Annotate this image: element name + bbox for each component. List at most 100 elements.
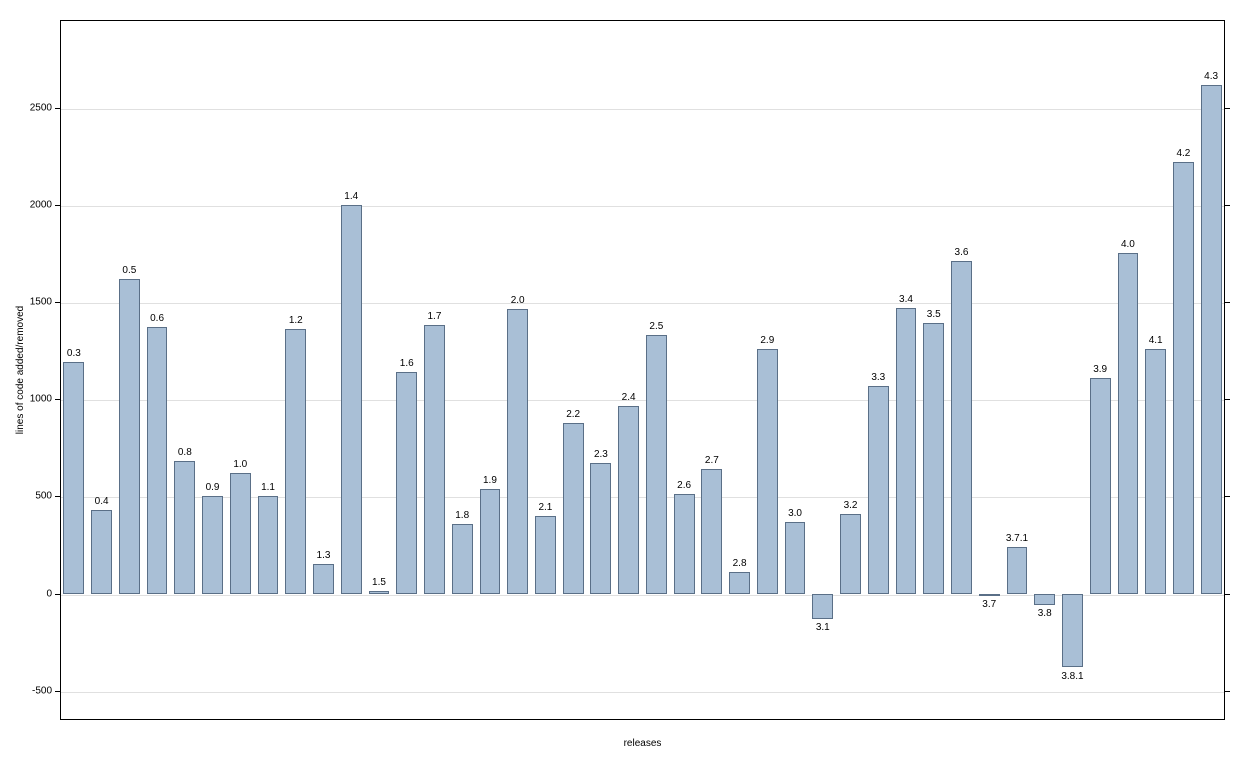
bar bbox=[119, 279, 140, 594]
bar bbox=[1201, 85, 1222, 593]
gridline bbox=[61, 400, 1224, 401]
bar bbox=[285, 329, 306, 593]
bar-value-label: 4.0 bbox=[1121, 239, 1135, 250]
gridline bbox=[61, 206, 1224, 207]
bar bbox=[840, 514, 861, 594]
bar-value-label: 3.1 bbox=[816, 622, 830, 633]
bar bbox=[147, 327, 168, 593]
bar bbox=[1090, 378, 1111, 594]
bar-value-label: 1.6 bbox=[400, 358, 414, 369]
y-tick bbox=[55, 205, 60, 206]
bar bbox=[923, 323, 944, 593]
bar-value-label: 2.8 bbox=[733, 558, 747, 569]
bar-value-label: 1.9 bbox=[483, 475, 497, 486]
bar bbox=[230, 473, 251, 594]
bar-value-label: 1.4 bbox=[344, 191, 358, 202]
bar bbox=[1062, 594, 1083, 668]
y-tick-right bbox=[1225, 496, 1230, 497]
bar-value-label: 0.4 bbox=[95, 496, 109, 507]
y-tick-label: 0 bbox=[20, 588, 52, 599]
bar-value-label: 0.9 bbox=[206, 482, 220, 493]
bar bbox=[396, 372, 417, 594]
bar bbox=[507, 309, 528, 594]
y-tick-right bbox=[1225, 302, 1230, 303]
y-tick bbox=[55, 399, 60, 400]
bar-value-label: 2.4 bbox=[622, 392, 636, 403]
bar-value-label: 3.9 bbox=[1093, 364, 1107, 375]
bar bbox=[313, 564, 334, 593]
bar bbox=[896, 308, 917, 594]
y-tick bbox=[55, 691, 60, 692]
bar bbox=[618, 406, 639, 594]
bar-value-label: 3.8.1 bbox=[1061, 671, 1083, 682]
bar-value-label: 1.7 bbox=[428, 311, 442, 322]
bar-value-label: 1.0 bbox=[233, 459, 247, 470]
y-tick-label: 1000 bbox=[20, 394, 52, 405]
y-tick bbox=[55, 496, 60, 497]
bar bbox=[812, 594, 833, 619]
bar-value-label: 2.5 bbox=[649, 321, 663, 332]
bar-value-label: 2.9 bbox=[760, 335, 774, 346]
bar-value-label: 0.6 bbox=[150, 313, 164, 324]
bar bbox=[785, 522, 806, 594]
bar-value-label: 1.3 bbox=[317, 550, 331, 561]
bar-value-label: 3.0 bbox=[788, 508, 802, 519]
bar bbox=[341, 205, 362, 594]
y-tick-right bbox=[1225, 108, 1230, 109]
y-tick-label: 500 bbox=[20, 491, 52, 502]
gridline bbox=[61, 692, 1224, 693]
bar-value-label: 2.1 bbox=[538, 502, 552, 513]
bar bbox=[1034, 594, 1055, 606]
bar-value-label: 3.7 bbox=[982, 599, 996, 610]
bar-value-label: 2.2 bbox=[566, 409, 580, 420]
bar-value-label: 3.5 bbox=[927, 309, 941, 320]
y-tick-right bbox=[1225, 594, 1230, 595]
y-tick bbox=[55, 108, 60, 109]
bar bbox=[951, 261, 972, 594]
bar bbox=[91, 510, 112, 594]
bar bbox=[979, 594, 1000, 596]
bar bbox=[369, 591, 390, 594]
bar-value-label: 0.3 bbox=[67, 348, 81, 359]
y-tick-label: 2500 bbox=[20, 102, 52, 113]
bar bbox=[174, 461, 195, 593]
bar-value-label: 1.2 bbox=[289, 315, 303, 326]
bar bbox=[1118, 253, 1139, 593]
bar-value-label: 3.6 bbox=[955, 247, 969, 258]
bar bbox=[452, 524, 473, 594]
bar-value-label: 4.1 bbox=[1149, 335, 1163, 346]
y-tick-right bbox=[1225, 205, 1230, 206]
bar bbox=[202, 496, 223, 593]
bar-value-label: 2.0 bbox=[511, 295, 525, 306]
bar-value-label: 3.7.1 bbox=[1006, 533, 1028, 544]
bar-value-label: 4.3 bbox=[1204, 71, 1218, 82]
bar-value-label: 4.2 bbox=[1176, 148, 1190, 159]
bar bbox=[535, 516, 556, 594]
gridline bbox=[61, 109, 1224, 110]
bar bbox=[590, 463, 611, 593]
bar bbox=[674, 494, 695, 593]
y-tick-right bbox=[1225, 399, 1230, 400]
chart-container: lines of code added/removed releases -50… bbox=[0, 0, 1244, 768]
gridline bbox=[61, 303, 1224, 304]
bar-value-label: 3.2 bbox=[844, 500, 858, 511]
bar bbox=[563, 423, 584, 594]
y-tick-label: -500 bbox=[20, 685, 52, 696]
y-tick-right bbox=[1225, 691, 1230, 692]
bar bbox=[646, 335, 667, 594]
bar-value-label: 3.8 bbox=[1038, 608, 1052, 619]
bar bbox=[1145, 349, 1166, 594]
bar-value-label: 0.8 bbox=[178, 447, 192, 458]
bar bbox=[701, 469, 722, 593]
y-axis-label: lines of code added/removed bbox=[15, 306, 26, 434]
bar-value-label: 1.8 bbox=[455, 510, 469, 521]
bar-value-label: 3.4 bbox=[899, 294, 913, 305]
y-tick bbox=[55, 302, 60, 303]
bar bbox=[757, 349, 778, 594]
bar bbox=[868, 386, 889, 594]
y-tick-label: 2000 bbox=[20, 199, 52, 210]
bar-value-label: 3.3 bbox=[871, 372, 885, 383]
bar-value-label: 0.5 bbox=[122, 265, 136, 276]
bar-value-label: 1.1 bbox=[261, 482, 275, 493]
bar-value-label: 2.3 bbox=[594, 449, 608, 460]
